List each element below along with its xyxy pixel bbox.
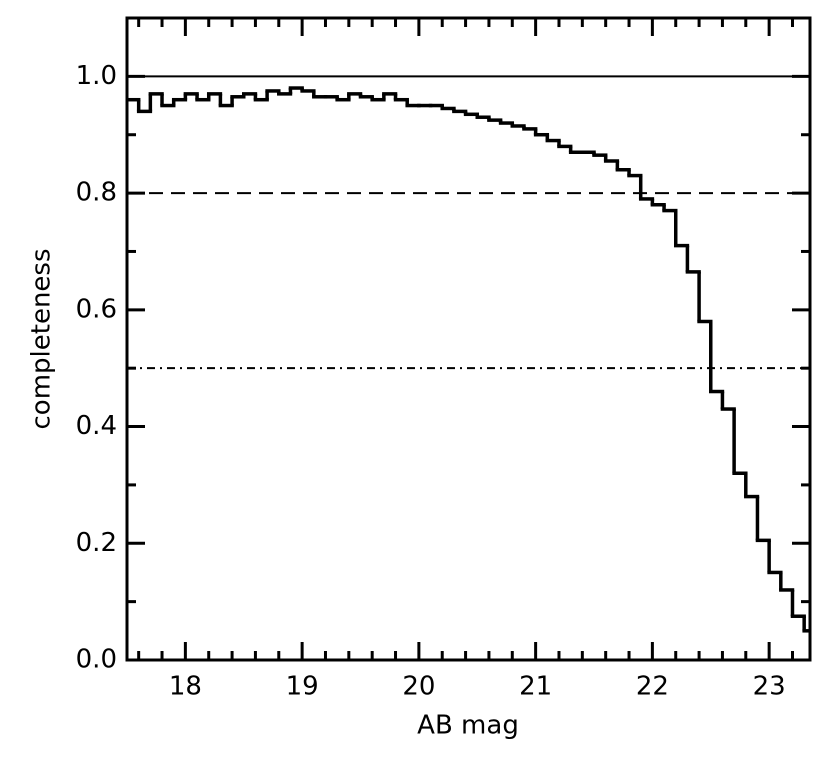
plot-area — [127, 75, 810, 633]
y-tick-label: 0.8 — [76, 178, 117, 208]
x-axis-label: AB mag — [417, 711, 519, 741]
x-tick-label: 23 — [753, 672, 786, 702]
y-tick-label: 0.6 — [76, 294, 117, 324]
x-tick-label: 19 — [286, 672, 319, 702]
y-tick-label: 0.4 — [76, 411, 117, 441]
y-tick-label: 1.0 — [76, 61, 117, 91]
x-tick-label: 20 — [402, 672, 435, 702]
x-tick-label: 22 — [636, 672, 669, 702]
y-tick-label: 0.2 — [76, 528, 117, 558]
x-tick-label: 21 — [519, 672, 552, 702]
frame — [125, 16, 812, 662]
x-tick-label: 18 — [169, 672, 202, 702]
y-tick-label: 0.0 — [76, 645, 117, 675]
y-axis-label: completeness — [27, 248, 57, 429]
